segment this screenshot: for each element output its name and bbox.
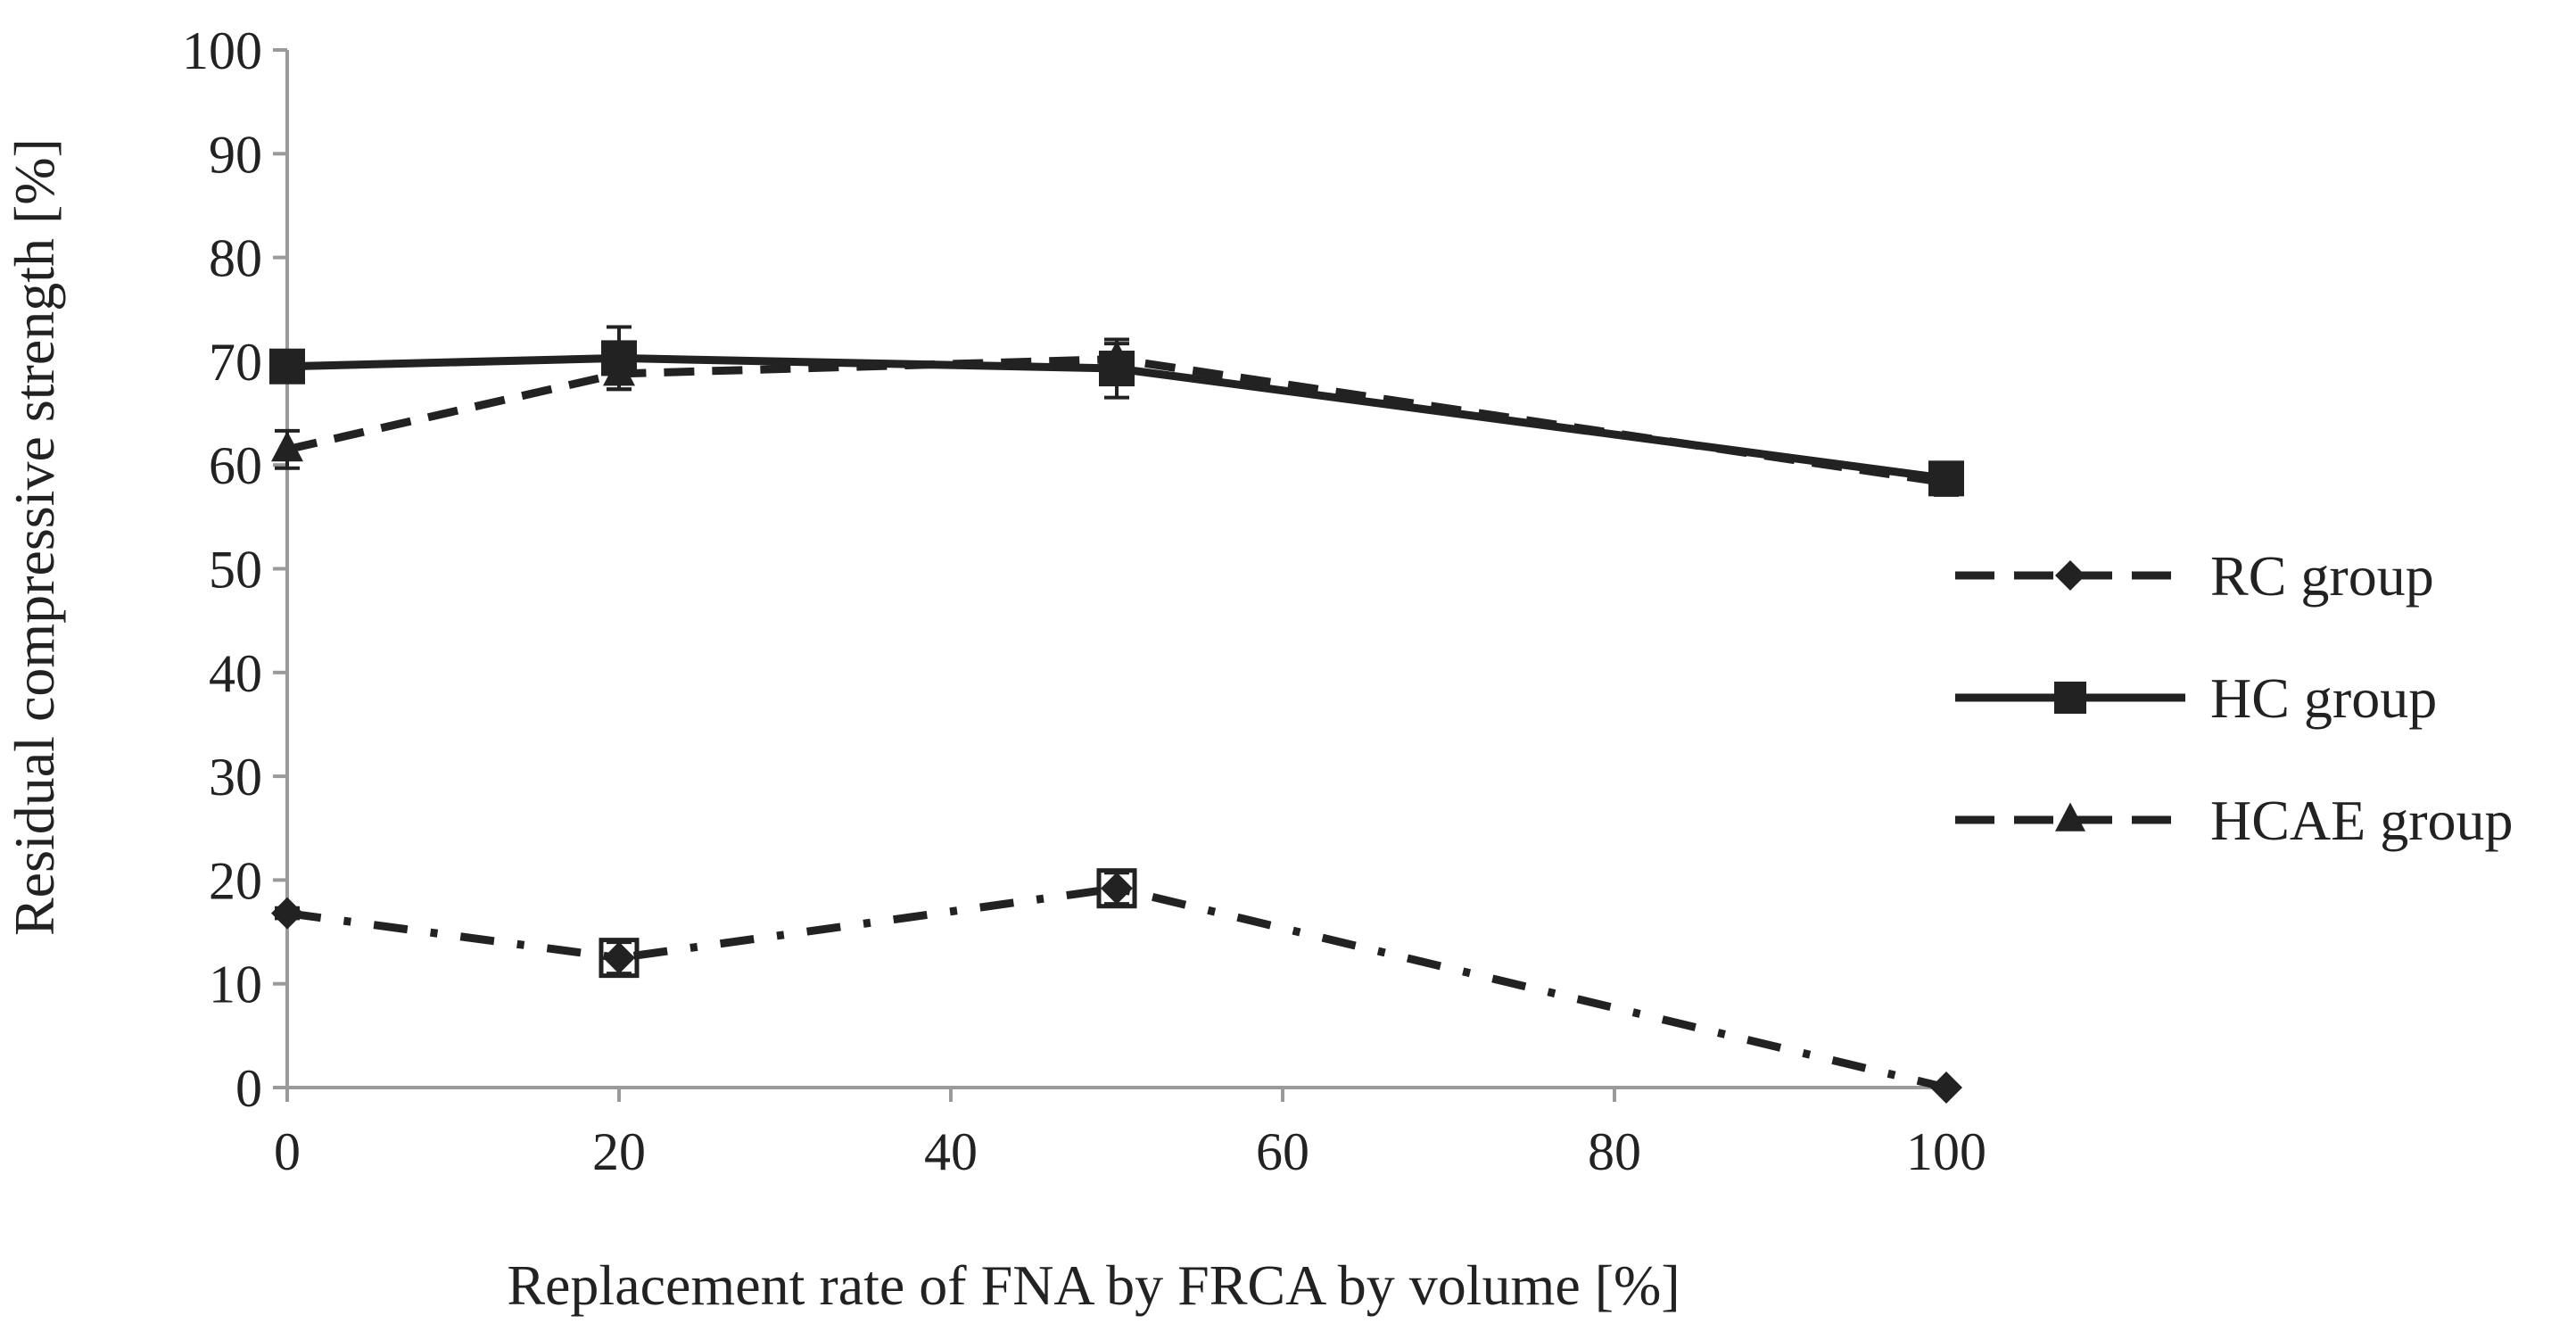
y-tick-label: 70	[209, 333, 262, 392]
series-rc-group	[271, 871, 1962, 1104]
y-tick-label: 10	[209, 956, 262, 1014]
y-tick-label: 20	[209, 851, 262, 910]
y-tick-label: 80	[209, 229, 262, 288]
legend: RC group HC group HCAE group	[1955, 544, 2514, 852]
y-tick-label: 60	[209, 436, 262, 495]
data-point	[1930, 1071, 1962, 1104]
legend-item-hcae-group: HCAE group	[1955, 789, 2514, 852]
y-tick-label: 0	[235, 1059, 262, 1118]
series-hcae-group	[271, 340, 1962, 497]
data-point	[603, 941, 635, 974]
tick-labels: 0 10 20 30 40 50 60 70 80 90 100 0 20 40 60 80 100	[182, 21, 1986, 1181]
y-axis-title: Residual compressive strength [%]	[3, 138, 66, 936]
series-line	[285, 355, 1947, 487]
data-point	[1101, 872, 1133, 905]
legend-marker	[2054, 682, 2086, 714]
x-tick-label: 0	[274, 1122, 301, 1181]
legend-label: HCAE group	[2210, 789, 2514, 852]
y-tick-label: 40	[209, 644, 262, 703]
legend-item-rc-group: RC group	[1955, 544, 2434, 608]
legend-item-hc-group: HC group	[1955, 666, 2437, 730]
legend-marker	[2055, 560, 2085, 591]
x-tick-label: 20	[592, 1122, 646, 1181]
data-point	[271, 431, 303, 462]
data-point	[1101, 340, 1133, 372]
legend-label: HC group	[2210, 666, 2437, 730]
data-point	[599, 938, 640, 979]
data-point	[1930, 464, 1962, 495]
y-tick-label: 100	[182, 21, 262, 80]
x-axis-title: Replacement rate of FNA by FRCA by volum…	[507, 1253, 1680, 1317]
series-group	[269, 325, 1964, 1104]
y-tick-label: 50	[209, 541, 262, 600]
x-tick-label: 80	[1588, 1122, 1641, 1181]
x-tick-label: 60	[1256, 1122, 1309, 1181]
data-point	[271, 897, 303, 930]
x-tick-label: 100	[1906, 1122, 1986, 1181]
legend-label: RC group	[2210, 544, 2434, 608]
data-point	[269, 348, 305, 385]
series-line	[286, 884, 1948, 1092]
legend-marker	[2055, 802, 2085, 831]
data-point	[1096, 868, 1137, 909]
x-tick-label: 40	[924, 1122, 978, 1181]
data-point	[603, 355, 635, 386]
y-tick-label: 30	[209, 748, 262, 807]
y-tick-label: 90	[209, 125, 262, 184]
